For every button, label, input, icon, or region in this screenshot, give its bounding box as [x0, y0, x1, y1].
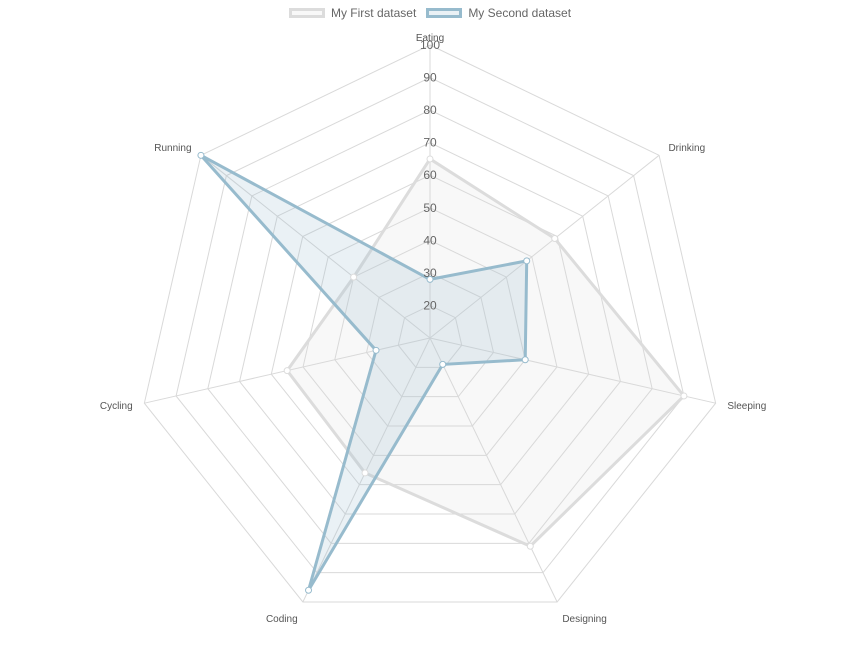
grid-ring [302, 207, 558, 456]
grid-ring [143, 44, 717, 603]
series-area-2 [199, 153, 529, 592]
grid-spoke [429, 337, 558, 603]
tick-label: 70 [423, 136, 437, 150]
axis-label-eating: Eating [416, 33, 444, 44]
legend-swatch-second-dataset [426, 8, 463, 18]
tick-label: 80 [423, 103, 437, 117]
axis-label-sleeping: Sleeping [727, 401, 766, 412]
data-point-series-2 [439, 360, 447, 368]
chart-legend: My First dataset My Second dataset [0, 6, 860, 20]
data-point-series-1 [551, 235, 559, 243]
tick-label: 30 [423, 266, 437, 280]
grid-spoke [429, 154, 660, 339]
legend-label-second-dataset: My Second dataset [468, 6, 572, 20]
tick-label: 50 [423, 201, 437, 215]
grid-spoke [200, 154, 431, 339]
data-point-series-1 [283, 367, 291, 375]
tick-label: 90 [423, 71, 437, 85]
grid-ring [175, 77, 685, 574]
grid-ring [334, 239, 526, 427]
axis-label-designing: Designing [562, 614, 606, 625]
axis-label-cycling: Cycling [100, 401, 133, 412]
data-point-series-1 [680, 392, 688, 400]
grid-ring [397, 304, 463, 368]
data-point-series-2 [426, 275, 434, 283]
axis-label-coding: Coding [266, 614, 298, 625]
data-point-series-1 [350, 273, 358, 281]
tick-label: 100 [420, 38, 440, 52]
data-point-series-2 [523, 257, 531, 265]
legend-label-first-dataset: My First dataset [330, 6, 417, 20]
grid-ring [365, 272, 495, 398]
data-point-series-2 [305, 586, 313, 594]
grid-ring [207, 109, 653, 544]
grid-ring [239, 142, 621, 515]
axis-label-running: Running [154, 143, 191, 154]
data-point-series-2 [197, 151, 205, 159]
data-point-series-1 [361, 469, 369, 477]
data-point-series-1 [426, 155, 434, 163]
tick-label: 40 [423, 233, 437, 247]
grid-spoke [429, 337, 716, 404]
grid-ring [270, 174, 590, 486]
axis-label-drinking: Drinking [668, 143, 705, 154]
legend-swatch-first-dataset [288, 8, 325, 18]
tick-label: 20 [423, 298, 437, 312]
data-point-series-1 [526, 542, 534, 550]
legend-item-first-dataset[interactable]: My First dataset [288, 6, 417, 20]
data-point-series-2 [521, 356, 529, 364]
data-point-series-2 [372, 346, 380, 354]
tick-label: 60 [423, 168, 437, 182]
legend-item-second-dataset[interactable]: My Second dataset [426, 6, 571, 20]
